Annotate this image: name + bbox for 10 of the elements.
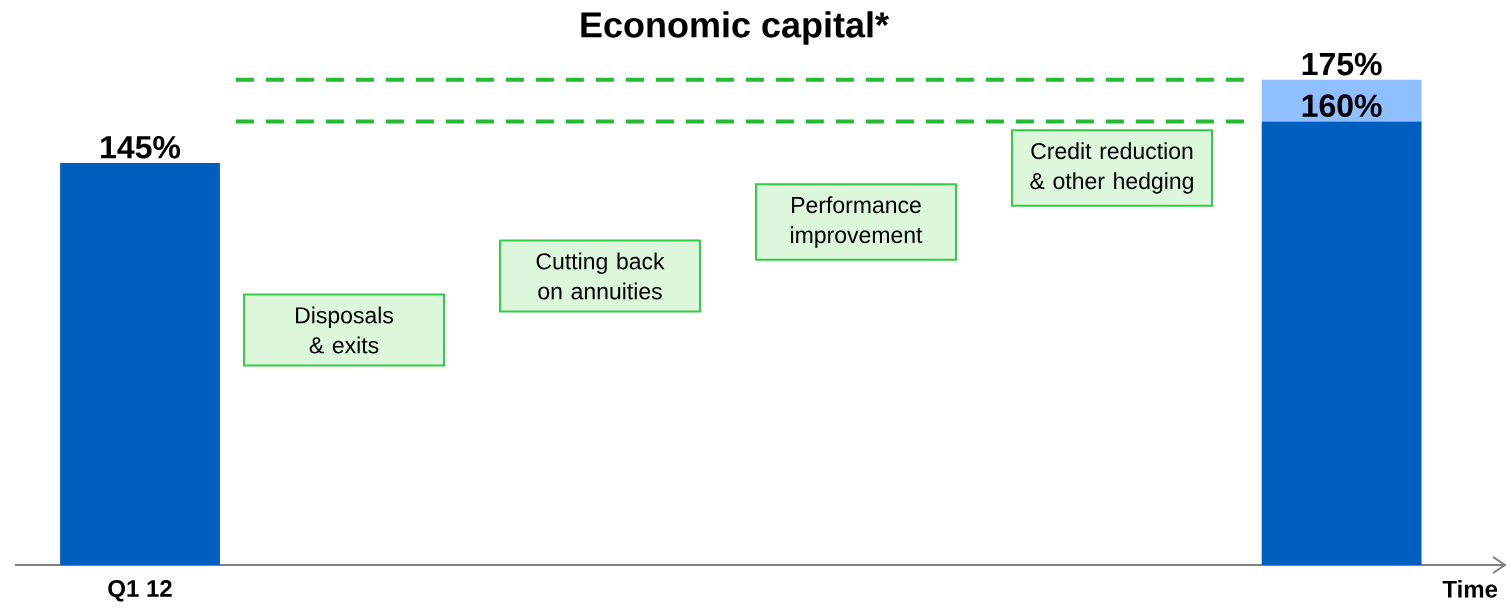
annotation: Performance improvement — [791, 196, 923, 248]
annotation: Cutting back on annuities — [536, 252, 665, 300]
annotation: Disposals & exits — [296, 306, 394, 354]
data-label: 160% — [1302, 94, 1382, 117]
data-label: 145% — [101, 136, 181, 159]
x-tick-label: Q1 12 — [108, 580, 172, 602]
chart-title: Economic capital* — [581, 11, 890, 45]
annotation: Credit reduction & other hedging — [1030, 142, 1193, 194]
x-axis-title: Time — [1442, 580, 1498, 598]
total-label: 175% — [1302, 52, 1382, 76]
